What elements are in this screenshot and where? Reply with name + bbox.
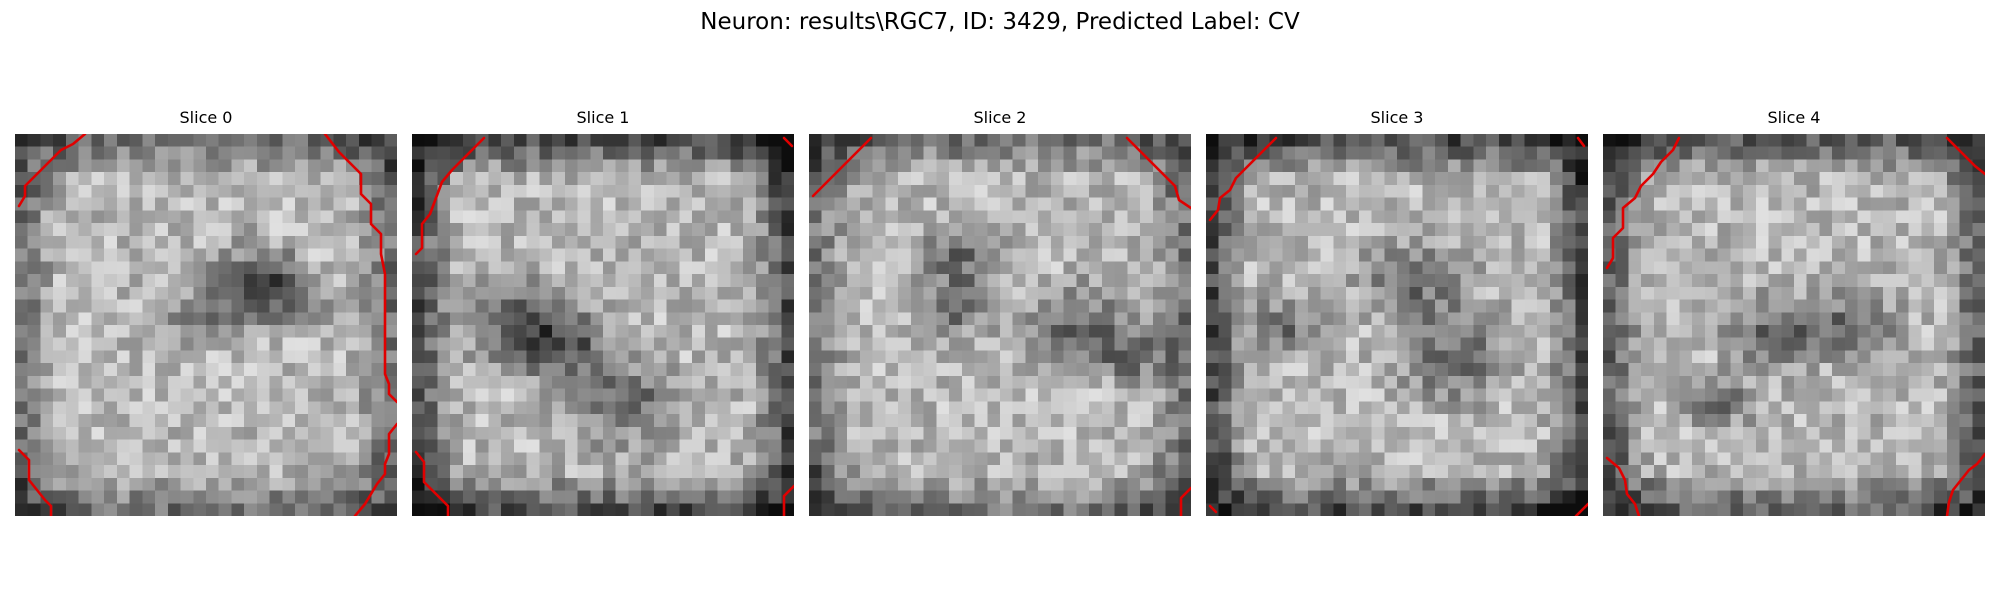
slice-panel-2: Slice 2 [809,108,1191,516]
slice-image-2 [809,134,1191,516]
slice-title-2: Slice 2 [973,108,1027,127]
slice-title-1: Slice 1 [576,108,630,127]
slice-title-0: Slice 0 [179,108,233,127]
slice-panel-0: Slice 0 [15,108,397,516]
slice-image-3 [1206,134,1588,516]
slice-image-1 [412,134,794,516]
slice-panel-4: Slice 4 [1603,108,1985,516]
figure-title: Neuron: results\RGC7, ID: 3429, Predicte… [700,9,1300,35]
slice-image-4 [1603,134,1985,516]
slice-panel-1: Slice 1 [412,108,794,516]
slice-panel-3: Slice 3 [1206,108,1588,516]
slice-title-3: Slice 3 [1370,108,1424,127]
slice-title-4: Slice 4 [1767,108,1821,127]
slice-image-0 [15,134,397,516]
